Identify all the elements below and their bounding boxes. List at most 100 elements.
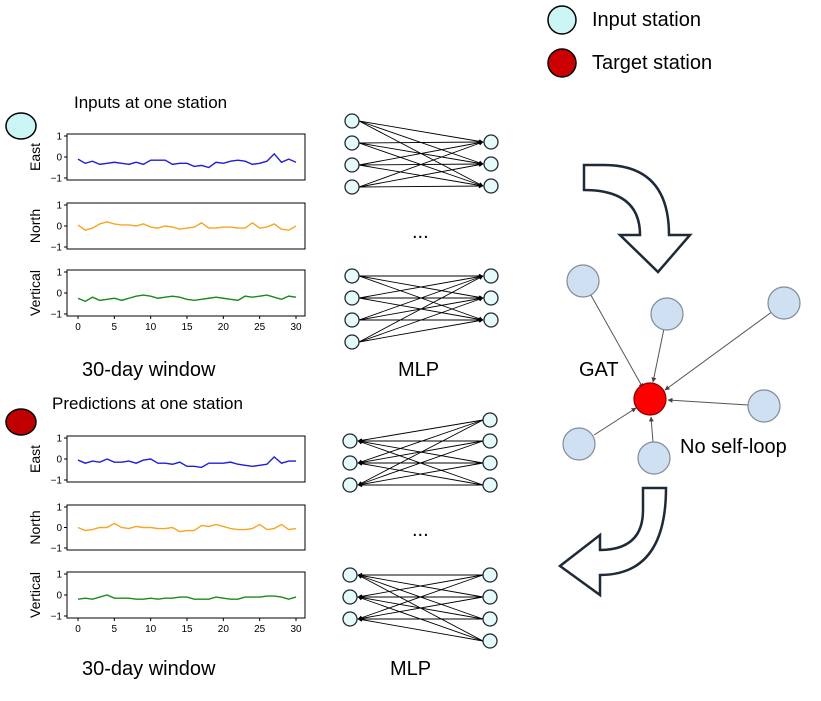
y-tick-label: 0 [56, 455, 62, 466]
gat-neighbor-node [566, 264, 600, 298]
curved-arrow-left-icon [557, 486, 668, 598]
y-tick-label: −1 [51, 310, 63, 321]
gat-label: GAT [579, 359, 619, 381]
mlp-edge [358, 120, 484, 144]
gat-neighbor-node [562, 427, 596, 461]
mlp-node [483, 290, 499, 306]
x-tick-label: 20 [218, 624, 230, 635]
mlp-edge [358, 318, 484, 343]
series-line-north [77, 522, 297, 533]
chart-frame [66, 435, 306, 483]
mlp-node [344, 113, 360, 129]
top-panel-title: Inputs at one station [74, 93, 227, 112]
curved-arrow-down-icon [582, 163, 693, 274]
mlp-edge [357, 617, 484, 642]
mlp-top-lower [344, 268, 499, 350]
mlp-node [482, 455, 498, 471]
series-line-vertical [77, 594, 297, 600]
gat-note: No self-loop [680, 436, 787, 458]
series-line-north [77, 221, 297, 231]
mlp-node [483, 134, 499, 150]
top-panel-marker [5, 112, 37, 140]
chart-frame [66, 269, 306, 317]
gat-neighbor-node [637, 441, 671, 475]
x-tick-label: 15 [181, 624, 193, 635]
mlp-edge [358, 139, 484, 145]
x-tick-label: 0 [75, 322, 81, 333]
mlp-node [344, 179, 360, 195]
mlp-edge [358, 274, 484, 299]
mlp-edge [358, 275, 484, 343]
x-tick-label: 25 [254, 322, 266, 333]
series-label-east: East [27, 143, 43, 171]
y-tick-label: 1 [56, 570, 62, 581]
y-tick-label: 0 [56, 222, 62, 233]
mlp-edge [357, 596, 484, 621]
x-tick-label: 30 [290, 624, 302, 635]
y-tick-label: 0 [56, 289, 62, 300]
y-tick-label: −1 [51, 174, 63, 185]
bottom-mlp-ellipsis: ... [412, 519, 429, 541]
mlp-bottom-upper [342, 412, 498, 493]
bottom-panel-title: Predictions at one station [52, 394, 243, 413]
mlp-edge [357, 574, 484, 620]
mlp-node [483, 178, 499, 194]
mlp-edge [358, 140, 484, 166]
x-tick-label: 20 [218, 322, 230, 333]
chart-frame [66, 133, 306, 181]
x-tick-label: 10 [145, 322, 157, 333]
x-tick-label: 5 [112, 322, 118, 333]
mlp-node [344, 334, 360, 350]
gat-edge [664, 302, 785, 391]
series-label-north: North [27, 209, 43, 243]
x-tick-label: 10 [145, 624, 157, 635]
mlp-edge [358, 141, 484, 188]
top-mlp-label: MLP [398, 359, 439, 381]
y-tick-label: 1 [56, 268, 62, 279]
mlp-node [482, 567, 498, 583]
series-label-vertical: Vertical [27, 572, 43, 618]
mlp-node [483, 156, 499, 172]
mlp-edge [358, 162, 484, 188]
gat-edge [582, 280, 644, 389]
mlp-node [344, 268, 360, 284]
mlp-node [342, 611, 358, 627]
gat-target-node [633, 382, 667, 416]
mlp-node [344, 135, 360, 151]
y-tick-label: 1 [56, 503, 62, 514]
mlp-edge [358, 183, 484, 189]
mlp-top-upper [344, 113, 499, 195]
y-tick-label: 1 [56, 132, 62, 143]
mlp-node [342, 567, 358, 583]
x-tick-label: 5 [112, 624, 118, 635]
mlp-node [344, 290, 360, 306]
y-tick-label: −1 [51, 612, 63, 623]
mlp-node [483, 312, 499, 328]
y-tick-label: 1 [56, 201, 62, 212]
mlp-edge [357, 440, 484, 486]
mlp-node [482, 412, 498, 428]
y-tick-label: 1 [56, 434, 62, 445]
mlp-edge [357, 462, 484, 487]
mlp-node [344, 157, 360, 173]
y-tick-label: −1 [51, 544, 63, 555]
series-line-vertical [77, 294, 297, 303]
chart-frame [66, 571, 306, 619]
top-mlp-ellipsis: ... [412, 221, 429, 243]
mlp-node [342, 589, 358, 605]
y-tick-label: 0 [56, 153, 62, 164]
series-line-east [77, 152, 297, 169]
x-tick-label: 15 [181, 322, 193, 333]
bottom-mlp-label: MLP [390, 658, 431, 680]
mlp-bottom-lower [342, 567, 498, 649]
gat-graph [562, 264, 801, 475]
legend-input-marker [547, 5, 577, 35]
mlp-node [482, 633, 498, 649]
y-tick-label: 0 [56, 591, 62, 602]
x-tick-label: 0 [75, 624, 81, 635]
mlp-edge [357, 574, 484, 599]
x-tick-label: 30 [290, 322, 302, 333]
bottom-window-label: 30-day window [82, 658, 216, 680]
